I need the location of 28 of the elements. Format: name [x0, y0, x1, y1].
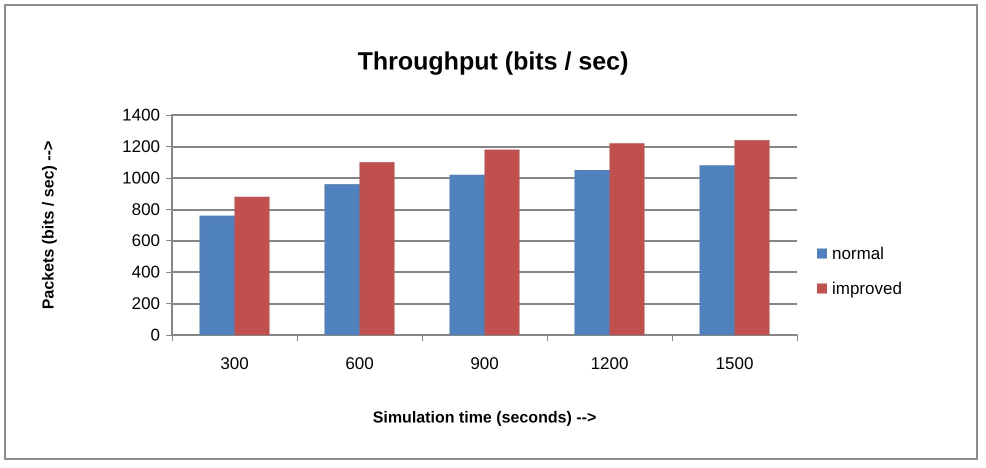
y-tick-label: 1000	[122, 168, 160, 188]
x-tick-label: 300	[220, 354, 249, 373]
y-tick-label: 200	[132, 294, 160, 314]
bar	[200, 216, 234, 335]
bar	[700, 165, 734, 335]
x-axis-title: Simulation time (seconds) -->	[372, 410, 596, 426]
y-tick-label: 800	[132, 200, 160, 219]
y-tick-label: 1200	[122, 136, 160, 156]
bar	[324, 184, 360, 335]
chart-title: Throughput (bits / sec)	[358, 48, 628, 76]
legend-label: normal	[832, 244, 884, 263]
x-tick-label: 1200	[590, 354, 628, 373]
legend-label: improved	[832, 279, 902, 298]
bar	[484, 150, 520, 335]
x-tick-label: 900	[470, 354, 499, 373]
y-tick-label: 600	[132, 231, 160, 250]
y-axis-title: Packets (bits / sec) -->	[40, 140, 58, 310]
y-tick-label: 0	[150, 326, 160, 344]
y-tick-label: 1400	[122, 106, 160, 124]
bar	[234, 196, 270, 335]
bar	[574, 170, 610, 335]
bar	[450, 174, 484, 335]
bar	[360, 162, 394, 335]
x-tick-label: 1500	[716, 354, 754, 373]
bar	[734, 140, 770, 335]
y-tick-label: 400	[132, 262, 160, 282]
bar	[610, 143, 644, 335]
x-tick-label: 600	[345, 354, 374, 373]
